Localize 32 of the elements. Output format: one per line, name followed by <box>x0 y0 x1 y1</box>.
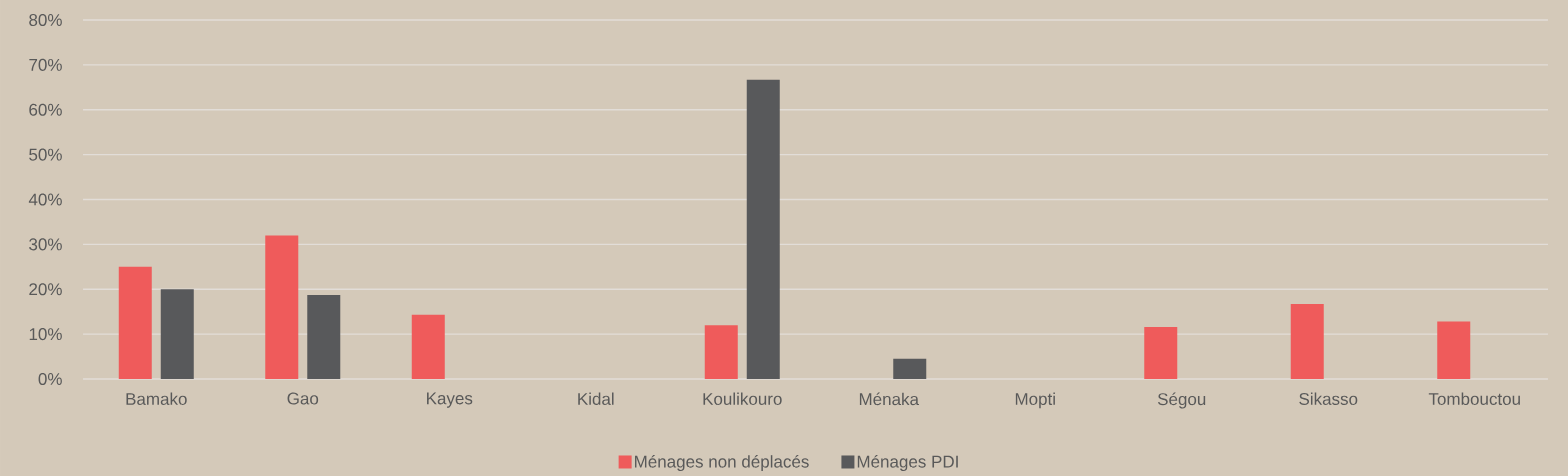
bar <box>893 358 927 379</box>
bar <box>265 235 299 379</box>
bar <box>1144 326 1178 379</box>
legend-label: Ménages non déplacés <box>635 454 809 472</box>
x-tick-label: Ségou <box>1157 392 1206 409</box>
y-tick-label: 70% <box>29 58 62 71</box>
x-tick-label: Kidal <box>578 392 614 406</box>
y-tick-label: 20% <box>29 283 62 296</box>
y-tick-label: 30% <box>29 238 62 251</box>
bar <box>411 314 445 379</box>
x-tick-label: Bamako <box>126 392 187 406</box>
legend-label: Ménages PDI <box>857 454 958 472</box>
y-tick-label: 0% <box>38 372 62 386</box>
bar <box>1290 304 1324 379</box>
y-tick-label: 60% <box>29 103 62 116</box>
y-tick-label: 80% <box>29 13 62 27</box>
bar <box>118 266 152 379</box>
x-tick-label: Ménaka <box>859 392 919 406</box>
bar <box>704 325 738 379</box>
x-tick-label: Kayes <box>427 392 473 408</box>
x-tick-label: Tombouctou <box>1428 392 1520 406</box>
bar <box>307 295 341 379</box>
y-tick-label: 10% <box>29 328 62 341</box>
x-tick-label: Sikasso <box>1299 392 1358 406</box>
x-tick-label: Mopti <box>1015 392 1055 409</box>
bar <box>160 289 194 379</box>
x-tick-label: Gao <box>287 392 319 405</box>
x-tick-label: Koulikouro <box>703 392 782 406</box>
y-tick-label: 40% <box>28 193 62 206</box>
bar <box>746 79 780 379</box>
y-tick-label: 50% <box>29 148 62 161</box>
bar <box>1437 321 1471 379</box>
